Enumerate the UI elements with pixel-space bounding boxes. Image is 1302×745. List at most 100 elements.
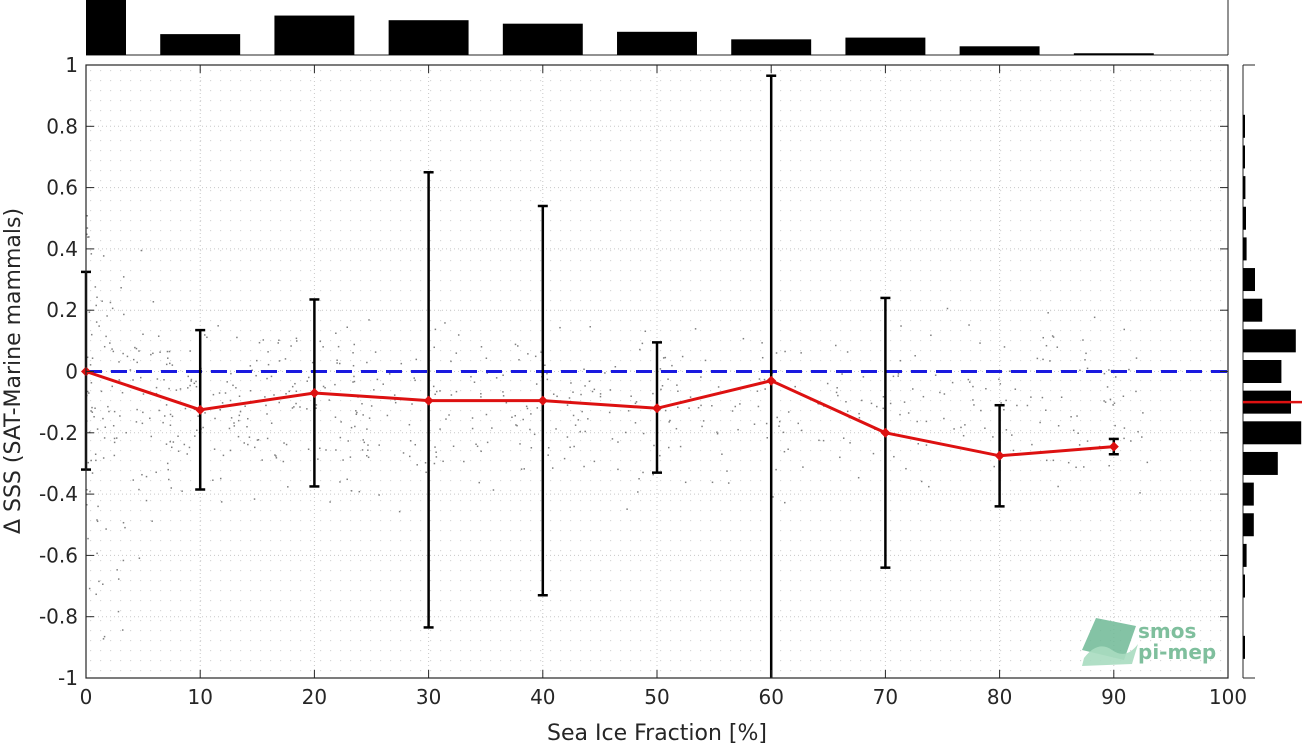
scatter-point bbox=[204, 412, 206, 414]
scatter-point bbox=[328, 399, 330, 401]
scatter-point bbox=[522, 418, 524, 421]
scatter-point bbox=[115, 437, 118, 439]
scatter-point bbox=[267, 363, 270, 366]
y-tick-label: -0.4 bbox=[39, 482, 78, 506]
scatter-point bbox=[249, 365, 252, 367]
scatter-point bbox=[574, 424, 577, 426]
scatter-point bbox=[100, 390, 103, 393]
scatter-point bbox=[278, 401, 280, 404]
scatter-point bbox=[985, 387, 987, 390]
scatter-point bbox=[660, 388, 662, 391]
scatter-point bbox=[189, 350, 191, 352]
scatter-point bbox=[776, 416, 778, 419]
scatter-point bbox=[900, 325, 902, 327]
scatter-point bbox=[953, 428, 955, 430]
scatter-point bbox=[257, 438, 260, 441]
scatter-point bbox=[559, 326, 561, 329]
right-hist-bar bbox=[1243, 114, 1245, 138]
scatter-point bbox=[529, 428, 531, 431]
right-hist-bar bbox=[1243, 298, 1263, 322]
scatter-point bbox=[761, 342, 763, 344]
scatter-point bbox=[287, 486, 289, 488]
scatter-point bbox=[716, 432, 719, 435]
scatter-point bbox=[270, 375, 273, 378]
scatter-point bbox=[142, 411, 144, 414]
scatter-point bbox=[135, 347, 138, 350]
scatter-point bbox=[91, 357, 94, 359]
y-tick-label: 0.2 bbox=[46, 298, 78, 322]
scatter-point bbox=[299, 406, 301, 408]
scatter-point bbox=[652, 392, 654, 395]
scatter-point bbox=[172, 441, 175, 443]
scatter-point bbox=[291, 385, 294, 388]
scatter-point bbox=[175, 389, 178, 391]
right-hist-bar bbox=[1243, 176, 1246, 200]
scatter-point bbox=[123, 313, 125, 316]
scatter-point bbox=[608, 411, 611, 414]
scatter-point bbox=[514, 343, 517, 346]
scatter-point bbox=[711, 481, 714, 484]
scatter-point bbox=[171, 415, 174, 418]
scatter-point bbox=[90, 459, 92, 462]
scatter-point bbox=[366, 428, 368, 430]
scatter-point bbox=[566, 404, 569, 406]
scatter-point bbox=[563, 457, 566, 460]
scatter-point bbox=[288, 390, 290, 393]
scatter-point bbox=[267, 351, 269, 353]
scatter-point bbox=[980, 409, 982, 412]
scatter-point bbox=[169, 362, 171, 365]
scatter-point bbox=[569, 446, 571, 449]
scatter-point bbox=[96, 520, 99, 523]
scatter-point bbox=[265, 404, 267, 407]
scatter-point bbox=[151, 520, 153, 522]
scatter-point bbox=[1103, 400, 1105, 402]
scatter-point bbox=[882, 407, 885, 410]
scatter-point bbox=[104, 426, 107, 428]
scatter-point bbox=[284, 358, 287, 360]
scatter-point bbox=[253, 498, 256, 500]
scatter-point bbox=[411, 403, 413, 405]
mean-point bbox=[880, 427, 891, 438]
scatter-point bbox=[251, 369, 253, 372]
scatter-point bbox=[778, 420, 781, 423]
x-tick-label: 10 bbox=[187, 685, 212, 709]
scatter-point bbox=[149, 417, 151, 420]
scatter-point bbox=[329, 501, 331, 503]
x-axis-label: Sea Ice Fraction [%] bbox=[547, 721, 767, 745]
scatter-point bbox=[126, 355, 129, 358]
scatter-point bbox=[334, 416, 337, 418]
scatter-point bbox=[917, 442, 920, 445]
scatter-point bbox=[368, 417, 371, 419]
scatter-point bbox=[212, 393, 215, 396]
scatter-point bbox=[1112, 404, 1114, 406]
scatter-point bbox=[373, 389, 375, 391]
scatter-point bbox=[870, 402, 873, 405]
scatter-point bbox=[105, 335, 107, 338]
scatter-point bbox=[339, 436, 342, 439]
scatter-point bbox=[248, 436, 251, 438]
scatter-point bbox=[485, 413, 488, 416]
scatter-point bbox=[95, 593, 97, 596]
right-hist-bar bbox=[1243, 268, 1255, 292]
scatter-point bbox=[97, 505, 99, 508]
scatter-point bbox=[661, 385, 664, 387]
scatter-point bbox=[899, 359, 902, 362]
scatter-point bbox=[350, 490, 353, 492]
top-histogram bbox=[86, 0, 1229, 56]
top-hist-bar bbox=[731, 39, 812, 55]
scatter-point bbox=[876, 405, 878, 408]
scatter-point bbox=[644, 330, 647, 333]
scatter-point bbox=[753, 423, 756, 425]
scatter-point bbox=[353, 375, 355, 378]
scatter-point bbox=[721, 453, 723, 455]
scatter-point bbox=[455, 352, 458, 354]
scatter-point bbox=[334, 383, 336, 386]
scatter-point bbox=[378, 444, 380, 446]
scatter-point bbox=[90, 382, 93, 384]
scatter-point bbox=[1067, 461, 1070, 464]
scatter-point bbox=[1103, 372, 1106, 375]
scatter-point bbox=[676, 384, 678, 386]
y-tick-label: 0.4 bbox=[46, 237, 78, 261]
scatter-point bbox=[457, 334, 460, 336]
scatter-point bbox=[155, 471, 157, 474]
